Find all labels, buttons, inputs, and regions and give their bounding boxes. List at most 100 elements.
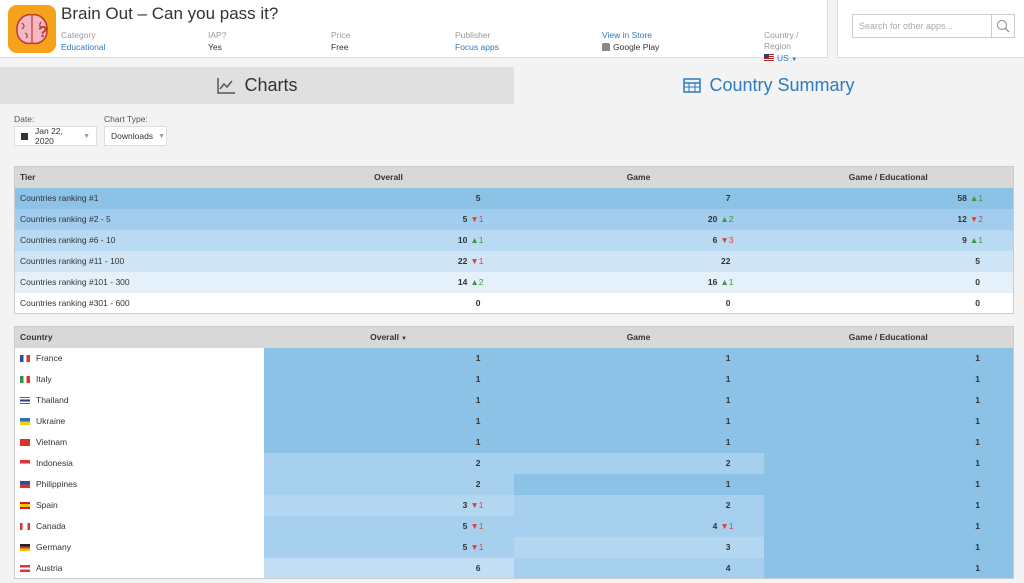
overall-cell: 3 ▼1 [263,494,514,516]
rank-change-indicator: ▼1 [720,521,734,531]
country-name-cell: Ukraine [14,410,264,432]
view-in-store-link[interactable]: View in Store [602,30,652,40]
line-chart-icon [217,77,236,94]
overall-cell: 1 [263,347,514,369]
date-picker[interactable]: Jan 22, 2020 ▼ [14,126,97,146]
category-link[interactable]: Educational [61,42,106,52]
search-button[interactable] [991,14,1015,38]
game-educational-cell: 1 [763,452,1014,474]
tier-row: Countries ranking #101 - 300 14 ▲2 16 ▲1 0 [14,271,1014,293]
android-icon [602,43,610,51]
game-cell: 4 ▼1 [513,515,764,537]
game-educational-cell: 58 ▲1 [957,193,983,203]
app-header: ? Brain Out – Can you pass it? Category … [0,0,828,63]
game-cell: 1 [513,431,764,453]
country-row[interactable]: France 1 1 1 [14,347,1014,369]
overall-cell: 0 [475,297,481,308]
game-cell: 2 [513,452,764,474]
tab-charts[interactable]: Charts [0,67,514,104]
overall-cell: 2 [263,452,514,474]
country-row[interactable]: Thailand 1 1 1 [14,389,1014,411]
rank-change-indicator: ▲2 [720,214,734,224]
chevron-down-icon: ▼ [791,57,798,63]
overall-cell: 1 [263,389,514,411]
country-header[interactable]: Country [14,326,264,348]
chevron-down-icon: ▼ [83,132,90,140]
game-cell: 1 [513,389,764,411]
country-row[interactable]: Indonesia 2 2 1 [14,452,1014,474]
search-icon [996,19,1010,33]
meta-store: View in Store Google Play [602,30,660,52]
game-cell: 6 ▼3 [712,235,734,245]
game-header[interactable]: Game [513,326,764,348]
rank-change-indicator: ▼3 [720,235,734,245]
rank-change-indicator: ▼1 [470,214,484,224]
rank-change-indicator: ▲1 [470,235,484,245]
game-cell: 16 ▲1 [707,277,734,287]
country-name-cell: Spain [14,494,264,516]
game-cell: 1 [513,410,764,432]
tier-row: Countries ranking #301 - 600 0 0 0 [14,292,1014,314]
country-name-cell: Canada [14,515,264,537]
rank-change-indicator: ▼1 [470,542,484,552]
us-flag-icon [764,54,774,61]
rank-change-indicator: ▼2 [969,214,983,224]
indonesia-flag-icon [20,460,30,467]
game-educational-cell: 1 [763,389,1014,411]
meta-iap: IAP? Yes [208,30,227,52]
country-row[interactable]: Austria 6 4 1 [14,557,1014,579]
overall-cell: 14 ▲2 [457,277,484,287]
country-row[interactable]: Germany 5 ▼1 3 1 [14,536,1014,558]
game-educational-header[interactable]: Game / Educational [763,326,1014,348]
game-educational-cell: 1 [763,410,1014,432]
game-cell: 22 [721,256,731,266]
country-row[interactable]: Canada 5 ▼1 4 ▼1 1 [14,515,1014,537]
overall-cell: 5 [475,193,481,203]
spain-flag-icon [20,502,30,509]
country-name-cell: Austria [14,557,264,579]
meta-publisher: Publisher Focus apps [455,30,499,52]
tier-row: Countries ranking #6 - 10 10 ▲1 6 ▼3 9 ▲1 [14,229,1014,251]
game-cell: 4 [513,557,764,579]
game-header[interactable]: Game [513,166,764,188]
chart-type-select[interactable]: Downloads ▼ [104,126,167,146]
tier-table: Tier Overall Game Game / Educational Cou… [14,166,1014,314]
country-row[interactable]: Philippines 2 1 1 [14,473,1014,495]
game-cell: 3 [513,536,764,558]
country-name-cell: Germany [14,536,264,558]
overall-cell: 1 [263,410,514,432]
ukraine-flag-icon [20,418,30,425]
game-educational-cell: 1 [763,347,1014,369]
tier-row: Countries ranking #11 - 100 22 ▼1 22 5 [14,250,1014,272]
game-educational-header[interactable]: Game / Educational [763,166,1014,188]
rank-change-indicator: ▲2 [470,277,484,287]
publisher-link[interactable]: Focus apps [455,42,499,52]
tier-name-cell: Countries ranking #11 - 100 [20,256,125,266]
game-educational-cell: 1 [763,515,1014,537]
game-cell: 1 [513,368,764,390]
country-table: Country Overall ▼ Game Game / Educational… [14,326,1014,579]
game-cell: 1 [513,473,764,495]
canada-flag-icon [20,523,30,530]
overall-header[interactable]: Overall ▼ [263,326,514,348]
table-icon [683,78,702,93]
sort-desc-icon: ▼ [400,336,407,343]
country-row[interactable]: Spain 3 ▼1 2 1 [14,494,1014,516]
tab-country-summary[interactable]: Country Summary [514,67,1024,104]
game-educational-cell: 12 ▼2 [957,214,983,224]
rank-change-indicator: ▲1 [720,277,734,287]
rank-change-indicator: ▼1 [470,256,484,266]
rank-change-indicator: ▲1 [969,235,983,245]
game-cell: 2 [513,494,764,516]
country-row[interactable]: Italy 1 1 1 [14,368,1014,390]
country-row[interactable]: Ukraine 1 1 1 [14,410,1014,432]
country-region-dropdown[interactable]: US ▼ [764,52,827,66]
game-educational-cell: 1 [763,431,1014,453]
country-row[interactable]: Vietnam 1 1 1 [14,431,1014,453]
search-input[interactable] [852,14,992,38]
overall-header[interactable]: Overall [263,166,514,188]
game-cell: 0 [725,297,731,308]
meta-price: Price Free [331,30,351,52]
vietnam-flag-icon [20,439,30,446]
tier-header: Tier [14,166,264,188]
